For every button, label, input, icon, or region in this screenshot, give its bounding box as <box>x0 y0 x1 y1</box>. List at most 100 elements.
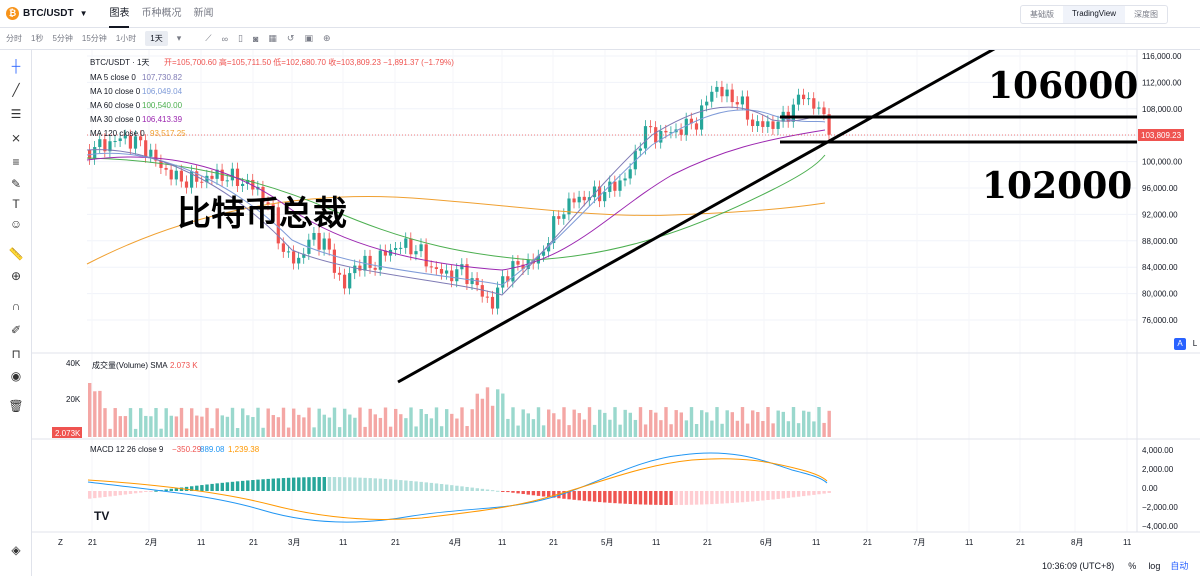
volume-bar <box>317 408 321 437</box>
chart-type-icon[interactable]: ▯ <box>237 33 243 43</box>
zoom-icon[interactable]: ⊕ <box>10 269 22 283</box>
volume-bar <box>108 428 112 437</box>
volume-bar <box>154 407 158 437</box>
emoji-icon[interactable]: ☺ <box>9 217 23 231</box>
time-tick-label: 11 <box>965 538 974 547</box>
candle-body <box>419 244 423 252</box>
macd-axis[interactable]: 4,000.00 2,000.00 0.00 −2,000.00 −4,000.00 <box>1142 446 1178 531</box>
timeframe-1d[interactable]: 1天 <box>145 31 168 46</box>
candle-body <box>450 270 454 282</box>
brush-icon[interactable]: ✎ <box>10 177 22 191</box>
eye-icon[interactable]: ◉ <box>10 369 22 383</box>
pattern-icon[interactable]: ⨯ <box>10 131 22 145</box>
macd-histogram-bar <box>603 491 607 503</box>
auto-scale-button[interactable]: A <box>1174 338 1186 350</box>
auto-toggle[interactable]: 自动 <box>1170 561 1189 571</box>
macd-histogram-bar <box>276 478 281 491</box>
percent-toggle[interactable]: % <box>1128 560 1137 571</box>
layout-icon[interactable]: ▣ <box>304 33 313 43</box>
timeframe-1h[interactable]: 1小时 <box>115 34 137 43</box>
camera-icon[interactable]: ◙ <box>252 33 259 44</box>
candle-body <box>246 179 250 184</box>
candle-body <box>501 276 505 288</box>
macd-histogram-bar <box>552 491 556 498</box>
timeframe-5m[interactable]: 5分钟 <box>52 34 73 43</box>
macd-histogram-bar <box>684 491 689 505</box>
add-icon[interactable]: ⊕ <box>322 33 331 43</box>
reset-icon[interactable]: ↺ <box>286 33 295 43</box>
fib-icon[interactable]: ≡ <box>12 155 20 169</box>
view-basic[interactable]: 基础版 <box>1029 10 1054 19</box>
view-switch: 基础版 TradingView 深度图 <box>1019 5 1168 24</box>
candle-body <box>796 94 801 105</box>
volume-bar <box>781 411 785 437</box>
macd-histogram-bar <box>715 491 719 504</box>
time-tick-label: 11 <box>498 538 507 547</box>
tab-news[interactable]: 新闻 <box>193 7 214 19</box>
macd-histogram-bar <box>516 491 520 494</box>
volume-bar <box>88 382 92 437</box>
candle-body <box>179 170 183 182</box>
view-tradingview[interactable]: TradingView <box>1062 6 1125 23</box>
trash-icon[interactable]: 🗑 <box>8 399 24 413</box>
volume-bar <box>103 408 107 437</box>
view-depth[interactable]: 深度图 <box>1134 10 1158 19</box>
volume-bar <box>496 389 500 437</box>
time-tick-label: 7月 <box>913 538 925 547</box>
compare-icon[interactable]: ∞ <box>221 33 228 44</box>
macd-histogram-bar <box>679 491 683 505</box>
crosshair-icon[interactable]: ┼ <box>11 59 21 73</box>
volume-axis-label: 20K <box>66 395 81 404</box>
lock-icon[interactable]: ⊓ <box>11 347 21 361</box>
timeframe-1s[interactable]: 1秒 <box>31 34 44 43</box>
chart-area[interactable]: 106000 102000 比特币总裁 BTC/USDT · 1天 开=105,… <box>32 50 1200 576</box>
macd-histogram-bar <box>246 480 250 491</box>
calendar-icon[interactable]: ▦ <box>268 33 277 43</box>
macd-histogram-bar <box>164 489 168 491</box>
timezone-z-icon[interactable]: Z <box>58 538 63 547</box>
chart-canvas[interactable]: 106000 102000 比特币总裁 BTC/USDT · 1天 开=105,… <box>32 50 1200 576</box>
volume-bar <box>399 414 403 437</box>
candle-body <box>205 175 209 183</box>
ma-legend-label: MA 30 close 0 <box>90 115 141 124</box>
indicator-icon[interactable]: ⟋ <box>205 33 212 43</box>
volume-bar <box>241 408 245 437</box>
price-axis[interactable]: 116,000.00112,000.00108,000.00104,000.00… <box>1142 52 1183 325</box>
macd-histogram-bar <box>123 491 128 495</box>
text-tool-icon[interactable]: T <box>12 197 20 211</box>
volume-bar <box>409 407 413 437</box>
tab-chart[interactable]: 图表 <box>109 0 130 28</box>
log-toggle[interactable]: log <box>1148 560 1161 571</box>
macd-histogram-bar <box>200 485 204 491</box>
timeframe-tick[interactable]: 分时 <box>6 34 22 43</box>
layers-icon[interactable]: ◈ <box>11 543 21 557</box>
tab-overview[interactable]: 币种概况 <box>141 7 182 19</box>
chevron-down-icon[interactable]: ▾ <box>176 33 182 43</box>
lock-drawing-icon[interactable]: ✐ <box>10 323 22 337</box>
price-tag-bg <box>1138 129 1184 141</box>
volume-axis-label: 40K <box>66 359 81 368</box>
horizontal-lines-icon[interactable]: ☰ <box>10 107 22 121</box>
volume-bar <box>516 425 520 437</box>
macd-histogram-bar <box>286 477 291 491</box>
volume-bar <box>582 419 587 437</box>
candle-body <box>220 169 224 181</box>
trend-line-icon[interactable]: ╱ <box>12 83 20 97</box>
symbol-selector[interactable]: ₿ BTC/USDT ▼ <box>6 7 87 20</box>
macd-histogram-bar <box>572 491 576 500</box>
magnet-icon[interactable]: ∩ <box>11 299 21 313</box>
macd-histogram-bar <box>363 477 367 491</box>
candle-body <box>358 265 362 271</box>
volume-bar <box>694 424 699 437</box>
ma-line <box>86 129 826 271</box>
trend-line[interactable] <box>397 50 1037 384</box>
candle-body <box>103 139 107 152</box>
macd-histogram-bar <box>149 491 153 492</box>
candle-body <box>190 171 194 188</box>
ruler-icon[interactable]: 📏 <box>8 247 24 261</box>
timeframe-15m[interactable]: 15分钟 <box>81 34 107 43</box>
time-axis[interactable]: 21 2月 11 21 3月 11 21 4月 11 21 5月 11 21 6月 11 21 7月 11 21 8月… <box>88 538 1132 547</box>
log-scale-button[interactable]: L <box>1192 339 1198 348</box>
candle-body <box>613 181 617 191</box>
